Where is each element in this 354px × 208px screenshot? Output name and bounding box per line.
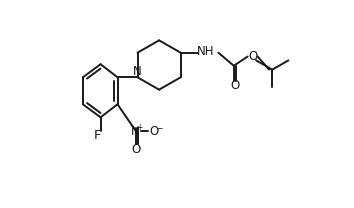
Text: N: N bbox=[131, 125, 139, 138]
Text: O: O bbox=[230, 78, 239, 92]
Text: −: − bbox=[155, 123, 163, 132]
Text: O: O bbox=[131, 143, 141, 156]
Text: F: F bbox=[94, 129, 101, 142]
Text: O: O bbox=[149, 125, 158, 138]
Text: O: O bbox=[249, 50, 258, 63]
Text: NH: NH bbox=[197, 45, 215, 58]
Text: +: + bbox=[137, 123, 143, 132]
Text: N: N bbox=[132, 65, 141, 78]
